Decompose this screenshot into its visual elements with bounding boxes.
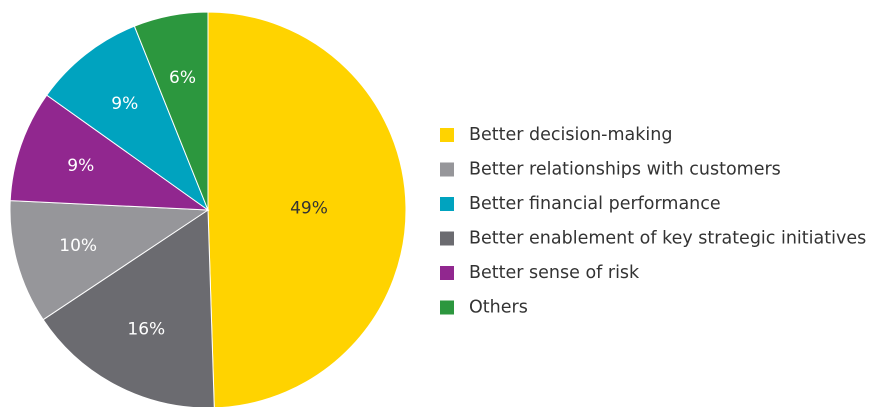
legend-swatch-1 — [440, 162, 454, 177]
pie-slice-label-0: 49% — [290, 198, 328, 218]
pie-slice-label-4: 9% — [111, 94, 138, 114]
legend-label-2: Better financial performance — [469, 194, 721, 214]
pie-slice-3 — [9, 94, 210, 211]
pie-slice-5 — [133, 11, 209, 211]
legend-item-4: Better sense of risk — [440, 263, 640, 283]
pie-slices — [9, 11, 407, 407]
pie-slice-labels: 49% 16% 10% 9% 9% 6% — [59, 68, 328, 340]
pie-slice-label-2: 10% — [59, 236, 97, 256]
pie-slice-4 — [46, 25, 210, 212]
legend: Better decision-making Better relationshi… — [440, 125, 866, 318]
pie-slice-label-1: 16% — [127, 320, 165, 340]
legend-swatch-5 — [440, 300, 454, 315]
pie-slice-label-5: 6% — [169, 68, 196, 88]
legend-item-2: Better financial performance — [440, 194, 721, 214]
legend-swatch-0 — [440, 128, 454, 142]
legend-label-0: Better decision-making — [469, 125, 672, 145]
pie-slice-2 — [9, 200, 210, 321]
legend-item-3: Better enablement of key strategic initi… — [440, 229, 866, 249]
legend-swatch-4 — [440, 266, 454, 280]
legend-label-5: Others — [469, 298, 528, 318]
pie-slice-0 — [207, 11, 407, 407]
legend-label-3: Better enablement of key strategic initi… — [469, 229, 866, 249]
legend-item-0: Better decision-making — [440, 125, 672, 145]
legend-label-1: Better relationships with customers — [469, 160, 781, 180]
legend-label-4: Better sense of risk — [469, 263, 640, 283]
pie-slice-label-3: 9% — [67, 156, 94, 176]
legend-swatch-2 — [440, 197, 454, 211]
legend-item-5: Others — [440, 298, 528, 318]
pie-slice-1 — [42, 209, 215, 407]
legend-item-1: Better relationships with customers — [440, 160, 781, 180]
legend-swatch-3 — [440, 231, 454, 246]
